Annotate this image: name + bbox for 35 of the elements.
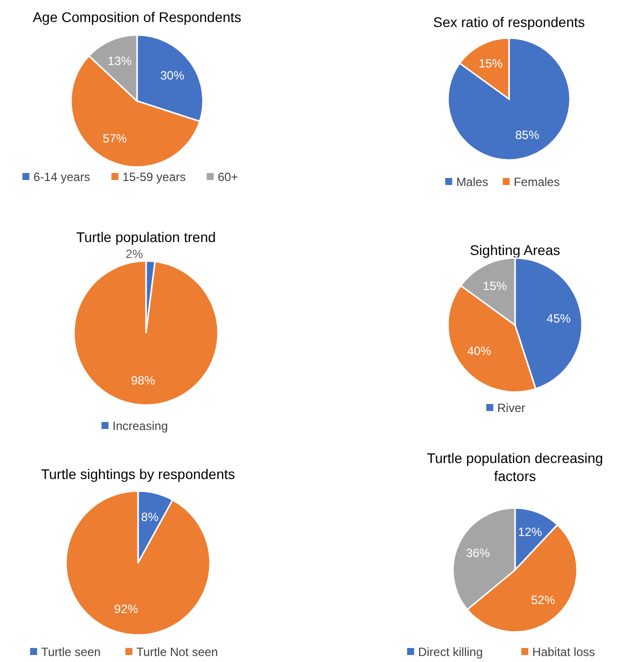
data-label: 36% xyxy=(466,546,490,560)
legend-label: Turtle seen xyxy=(41,645,101,660)
chart-title: Turtle population decreasing factors xyxy=(426,450,604,484)
legend-label: Males xyxy=(456,175,488,190)
data-label: 52% xyxy=(530,593,556,608)
legend-label: River xyxy=(497,401,526,416)
legend-label: Direct killing xyxy=(418,645,483,660)
data-label: 30% xyxy=(160,68,185,83)
data-label: 12% xyxy=(518,525,542,540)
legend-label: Females xyxy=(514,175,560,190)
legend-label: Habitat loss xyxy=(532,645,596,660)
chart-title: Turtle sightings by respondents xyxy=(40,466,236,482)
legend-label: 15-59 years xyxy=(122,170,186,184)
pie-slice xyxy=(73,260,219,406)
data-label: 2% xyxy=(126,247,144,262)
data-label: 98% xyxy=(131,374,156,388)
data-label: 45% xyxy=(546,311,572,326)
pie-slice xyxy=(65,490,211,636)
chart-title: Age Composition of Respondents xyxy=(32,9,242,25)
chart-title: Turtle population trend xyxy=(76,229,216,245)
chart-title: Sex ratio of respondents xyxy=(433,14,585,30)
chart-title: Sighting Areas xyxy=(470,242,560,258)
data-label: 8% xyxy=(141,510,159,524)
data-label: 13% xyxy=(108,54,132,68)
data-label: 57% xyxy=(102,132,128,146)
data-label: 15% xyxy=(482,278,508,293)
data-label: 92% xyxy=(114,602,139,616)
legend-label: 60+ xyxy=(218,170,238,184)
legend-label: Turtle Not seen xyxy=(136,645,218,660)
legend-label: 6-14 years xyxy=(33,170,90,184)
data-label: 40% xyxy=(467,344,492,358)
pie-slice xyxy=(447,37,571,161)
data-label: 85% xyxy=(515,128,540,142)
legend-label: Increasing xyxy=(112,419,168,434)
data-label: 15% xyxy=(478,56,504,70)
